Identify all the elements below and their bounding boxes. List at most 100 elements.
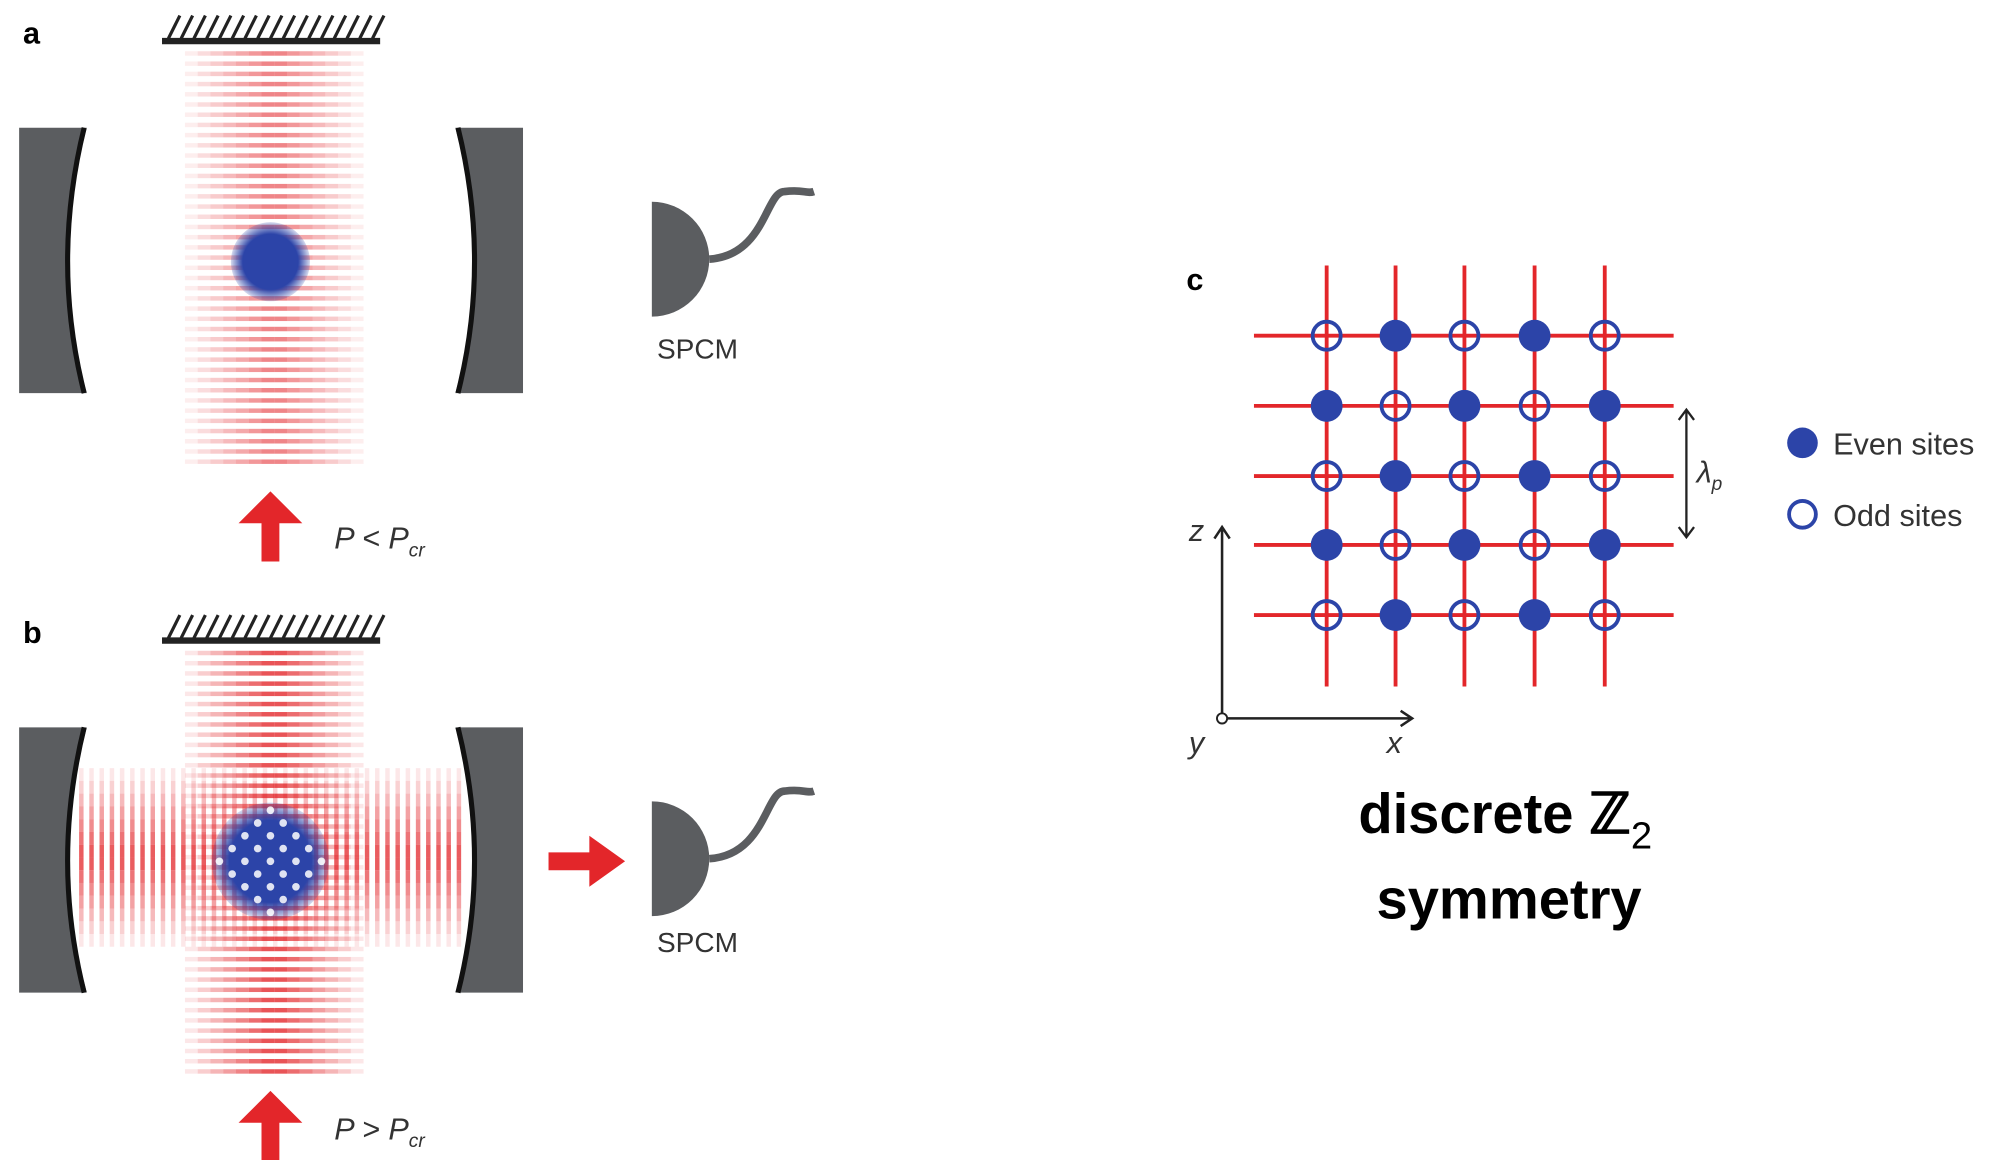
legend-even-marker bbox=[1787, 428, 1818, 459]
beam-stripe bbox=[185, 123, 198, 127]
beam-stripe bbox=[262, 306, 275, 310]
beam-stripe bbox=[262, 327, 275, 331]
beam-stripe bbox=[313, 1018, 326, 1022]
beam-stripe bbox=[338, 61, 351, 65]
cavity-stripe bbox=[120, 883, 124, 896]
lattice-hole bbox=[292, 883, 300, 891]
beam-stripe bbox=[249, 429, 262, 433]
beam-stripe bbox=[338, 327, 351, 331]
beam-stripe bbox=[274, 439, 287, 443]
beam-stripe bbox=[198, 429, 211, 433]
beam-stripe bbox=[210, 296, 223, 300]
beam-stripe bbox=[198, 194, 211, 198]
cavity-stripe bbox=[314, 794, 318, 807]
beam-stripe bbox=[262, 988, 275, 992]
cavity-stripe bbox=[161, 896, 165, 909]
beam-stripe bbox=[325, 112, 338, 116]
beam-stripe bbox=[351, 1008, 364, 1012]
cavity-stripe bbox=[242, 781, 246, 794]
beam-stripe bbox=[185, 419, 198, 423]
cavity-stripe bbox=[151, 794, 155, 807]
beam-stripe bbox=[210, 276, 223, 280]
beam-stripe bbox=[185, 947, 198, 951]
even-site bbox=[1448, 390, 1480, 422]
beam-stripe bbox=[351, 671, 364, 675]
cavity-stripe bbox=[79, 921, 83, 934]
beam-stripe bbox=[236, 164, 249, 168]
cavity-stripe bbox=[385, 934, 389, 947]
cavity-stripe bbox=[202, 857, 206, 870]
beam-stripe bbox=[300, 439, 313, 443]
beam-stripe bbox=[262, 702, 275, 706]
cavity-stripe bbox=[426, 921, 430, 934]
lattice-hole bbox=[305, 870, 313, 878]
cavity-stripe bbox=[130, 896, 134, 909]
beam-stripe bbox=[198, 327, 211, 331]
cavity-stripe bbox=[212, 781, 216, 794]
beam-stripe bbox=[313, 245, 326, 249]
cavity-stripe bbox=[395, 870, 399, 883]
beam-stripe bbox=[338, 357, 351, 361]
beam-stripe bbox=[236, 388, 249, 392]
lattice-hole bbox=[279, 896, 287, 904]
beam-stripe bbox=[300, 92, 313, 96]
cavity-stripe bbox=[161, 870, 165, 883]
beam-stripe bbox=[198, 184, 211, 188]
beam-stripe bbox=[300, 671, 313, 675]
cavity-stripe bbox=[436, 794, 440, 807]
beam-stripe bbox=[351, 661, 364, 665]
beam-stripe bbox=[287, 51, 300, 55]
beam-stripe bbox=[338, 763, 351, 767]
cavity-stripe bbox=[436, 896, 440, 909]
beam-stripe bbox=[300, 388, 313, 392]
beam-stripe bbox=[185, 143, 198, 147]
beam-stripe bbox=[325, 977, 338, 981]
beam-stripe bbox=[185, 92, 198, 96]
hatch bbox=[258, 615, 269, 638]
cavity-stripe bbox=[395, 921, 399, 934]
beam-stripe bbox=[325, 957, 338, 961]
beam-stripe bbox=[249, 194, 262, 198]
beam-stripe bbox=[274, 967, 287, 971]
cavity-stripe bbox=[375, 921, 379, 934]
beam-stripe bbox=[236, 347, 249, 351]
beam-stripe bbox=[325, 651, 338, 655]
cavity-stripe bbox=[304, 934, 308, 947]
beam-stripe bbox=[313, 1049, 326, 1053]
beam-stripe bbox=[236, 1069, 249, 1073]
beam-stripe bbox=[210, 92, 223, 96]
beam-stripe bbox=[210, 1039, 223, 1043]
beam-stripe bbox=[185, 133, 198, 137]
beam-stripe bbox=[313, 357, 326, 361]
beam-stripe bbox=[185, 753, 198, 757]
cavity-stripe bbox=[89, 794, 93, 807]
beam-stripe bbox=[274, 378, 287, 382]
beam-stripe bbox=[210, 408, 223, 412]
beam-stripe bbox=[300, 327, 313, 331]
cavity-stripe bbox=[283, 934, 287, 947]
beam-stripe bbox=[351, 957, 364, 961]
beam-stripe bbox=[351, 1049, 364, 1053]
beam-stripe bbox=[325, 732, 338, 736]
cavity-stripe bbox=[457, 806, 461, 819]
cavity-stripe bbox=[457, 870, 461, 883]
beam-stripe bbox=[287, 133, 300, 137]
beam-stripe bbox=[185, 306, 198, 310]
beam-stripe bbox=[274, 712, 287, 716]
cavity-stripe bbox=[406, 896, 410, 909]
cavity-stripe bbox=[191, 819, 195, 832]
cavity-stripe bbox=[406, 781, 410, 794]
beam-stripe bbox=[351, 947, 364, 951]
cavity-stripe bbox=[171, 781, 175, 794]
cavity-stripe bbox=[171, 832, 175, 845]
cavity-stripe bbox=[446, 921, 450, 934]
beam-stripe bbox=[325, 143, 338, 147]
beam-stripe bbox=[287, 439, 300, 443]
cavity-stripe bbox=[457, 781, 461, 794]
beam-stripe bbox=[236, 988, 249, 992]
beam-stripe bbox=[210, 133, 223, 137]
beam-stripe bbox=[287, 1018, 300, 1022]
cavity-stripe bbox=[79, 934, 83, 947]
cavity-stripe bbox=[324, 921, 328, 934]
cavity-stripe bbox=[436, 934, 440, 947]
